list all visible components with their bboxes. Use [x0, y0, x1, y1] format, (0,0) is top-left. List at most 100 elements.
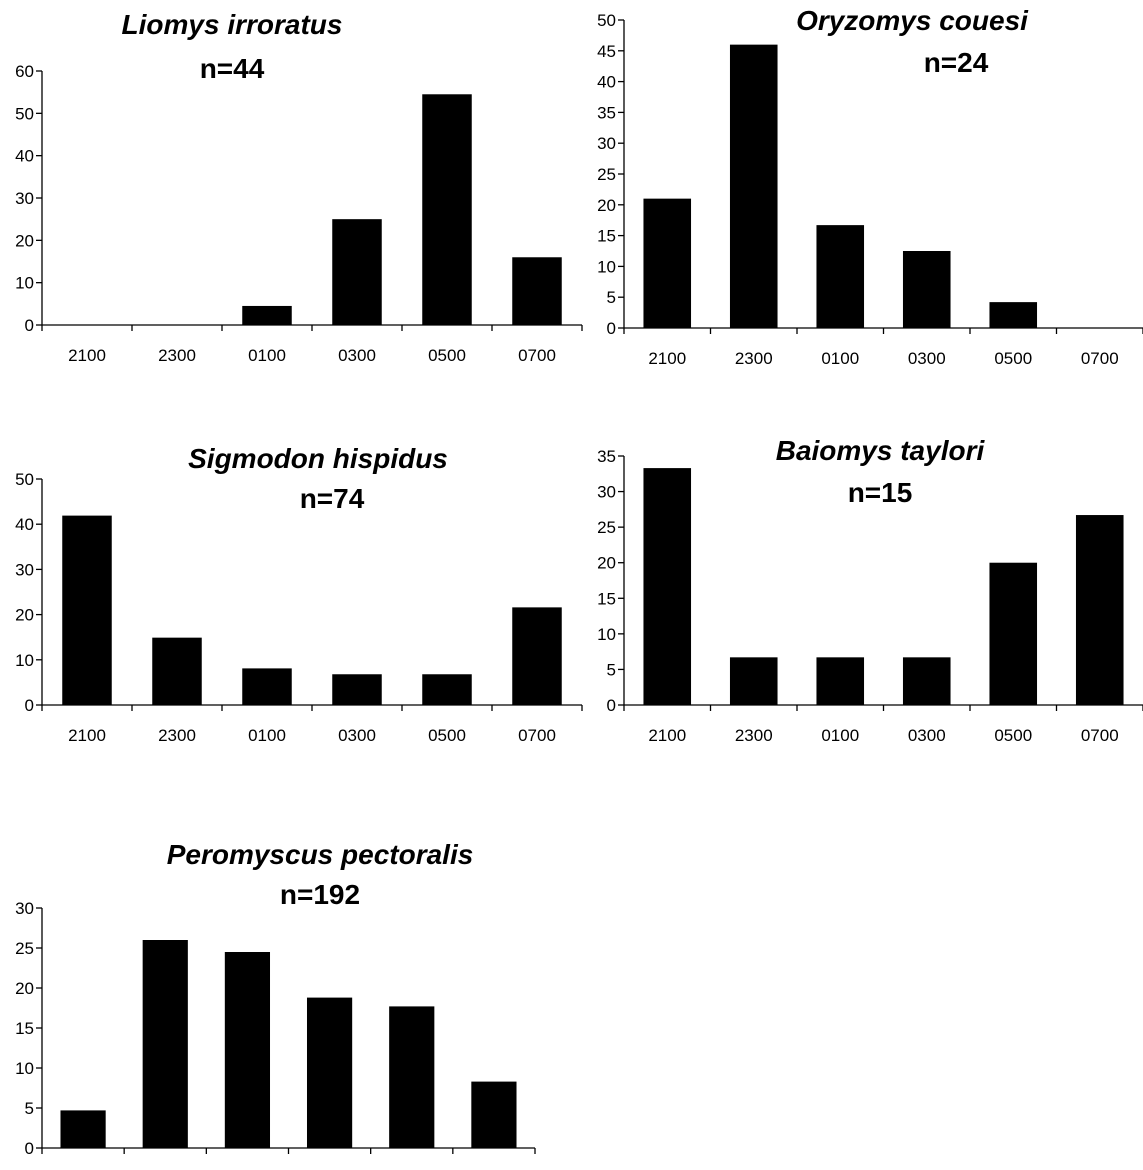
bar-0500 — [422, 94, 472, 326]
x-tick-label: 0300 — [908, 726, 946, 745]
x-tick-label: 0700 — [518, 346, 556, 365]
bar-0500 — [422, 674, 472, 705]
x-tick-label: 0700 — [1081, 726, 1119, 745]
chart-baiomys-taylori: Baiomys taylori n=15 0 5 10 15 20 25 30 35 2100 2… — [597, 435, 1143, 745]
chart-oryzomys-couesi: Oryzomys couesi n=24 0 5 10 15 20 25 30 35 40 45 5… — [597, 5, 1143, 368]
chart-title: Peromyscus pectoralis — [167, 839, 474, 870]
y-tick-label: 15 — [597, 227, 616, 246]
x-tick-label: 2100 — [648, 726, 686, 745]
x-tick-label: 0100 — [248, 726, 286, 745]
bar-2100 — [62, 515, 112, 705]
chart-liomys-irroratus: Liomys irroratus n=44 0 10 20 30 40 50 60 2100 2… — [15, 9, 583, 365]
chart-title: Baiomys taylori — [776, 435, 986, 466]
x-tick-label: 0500 — [994, 726, 1032, 745]
y-tick-label: 30 — [15, 189, 34, 208]
chart-sigmodon-hispidus: Sigmodon hispidus n=74 0 10 20 30 40 50 2100 23… — [15, 443, 583, 745]
y-tick-label: 10 — [15, 274, 34, 293]
x-tick-label: 2100 — [648, 349, 686, 368]
x-tick-label: 2100 — [68, 726, 106, 745]
x-tick-label: 2300 — [158, 726, 196, 745]
y-tick-label: 10 — [597, 625, 616, 644]
chart-subtitle: n=24 — [924, 47, 989, 78]
bar-0300 — [332, 674, 382, 705]
bar-0300 — [306, 997, 353, 1148]
bar-2300 — [729, 657, 778, 705]
y-tick-label: 10 — [597, 257, 616, 276]
y-tick-label: 35 — [597, 103, 616, 122]
x-tick-label: 0300 — [338, 726, 376, 745]
x-tick-label: 0100 — [821, 726, 859, 745]
bar-0300 — [902, 251, 951, 328]
bar-2300 — [152, 637, 202, 705]
y-tick-label: 30 — [15, 560, 34, 579]
bar-2300 — [142, 940, 188, 1148]
x-tick-label: 2300 — [158, 346, 196, 365]
x-tick-label: 0100 — [821, 349, 859, 368]
y-tick-label: 20 — [15, 979, 34, 998]
bar-0500 — [989, 302, 1038, 328]
y-tick-label: 0 — [607, 319, 616, 338]
y-tick-label: 50 — [15, 470, 34, 489]
bar-2100 — [60, 1110, 106, 1148]
y-tick-label: 45 — [597, 42, 616, 61]
bar-0100 — [242, 305, 292, 325]
y-tick-label: 50 — [597, 11, 616, 30]
y-tick-label: 25 — [597, 165, 616, 184]
y-tick-label: 35 — [597, 447, 616, 466]
bar-0100 — [242, 668, 292, 705]
chart-title: Oryzomys couesi — [796, 5, 1029, 36]
y-tick-label: 40 — [15, 147, 34, 166]
bar-0100 — [224, 952, 271, 1148]
y-tick-label: 0 — [25, 316, 34, 335]
x-tick-label: 0700 — [518, 726, 556, 745]
y-tick-label: 30 — [597, 134, 616, 153]
bar-2100 — [643, 468, 692, 705]
x-tick-label: 2300 — [735, 349, 773, 368]
x-tick-label: 0300 — [908, 349, 946, 368]
y-tick-label: 0 — [25, 696, 34, 715]
chart-subtitle: n=192 — [280, 879, 360, 910]
bar-0100 — [816, 657, 865, 705]
y-tick-label: 25 — [597, 518, 616, 537]
y-tick-label: 20 — [597, 554, 616, 573]
y-tick-label: 30 — [15, 899, 34, 918]
y-tick-label: 30 — [597, 483, 616, 502]
y-tick-label: 40 — [597, 73, 616, 92]
y-tick-label: 10 — [15, 651, 34, 670]
y-tick-label: 50 — [15, 104, 34, 123]
bar-2300 — [729, 44, 778, 328]
y-tick-label: 25 — [15, 939, 34, 958]
bar-0700 — [512, 607, 562, 705]
bar-0300 — [902, 657, 951, 705]
y-tick-label: 15 — [15, 1019, 34, 1038]
y-tick-label: 0 — [607, 696, 616, 715]
x-tick-label: 0300 — [338, 346, 376, 365]
chart-subtitle: n=44 — [200, 53, 265, 84]
y-tick-label: 5 — [25, 1099, 34, 1118]
chart-subtitle: n=74 — [300, 483, 365, 514]
bar-0500 — [389, 1006, 435, 1148]
x-tick-label: 2300 — [735, 726, 773, 745]
bar-0700 — [512, 257, 562, 325]
chart-subtitle: n=15 — [848, 477, 913, 508]
y-tick-label: 10 — [15, 1059, 34, 1078]
chart-title: Sigmodon hispidus — [188, 443, 448, 474]
x-tick-label: 0700 — [1081, 349, 1119, 368]
x-tick-label: 2100 — [68, 346, 106, 365]
bar-2100 — [643, 198, 692, 328]
bar-0700 — [471, 1081, 517, 1148]
y-tick-label: 40 — [15, 515, 34, 534]
y-tick-label: 0 — [25, 1139, 34, 1158]
y-tick-label: 60 — [15, 62, 34, 81]
y-tick-label: 20 — [15, 231, 34, 250]
y-tick-label: 5 — [607, 660, 616, 679]
bar-0300 — [332, 219, 382, 325]
x-tick-label: 0500 — [428, 346, 466, 365]
x-tick-label: 0100 — [248, 346, 286, 365]
bar-0100 — [816, 225, 865, 328]
y-tick-label: 20 — [15, 606, 34, 625]
y-tick-label: 20 — [597, 196, 616, 215]
bar-0500 — [989, 562, 1038, 705]
x-tick-label: 0500 — [428, 726, 466, 745]
